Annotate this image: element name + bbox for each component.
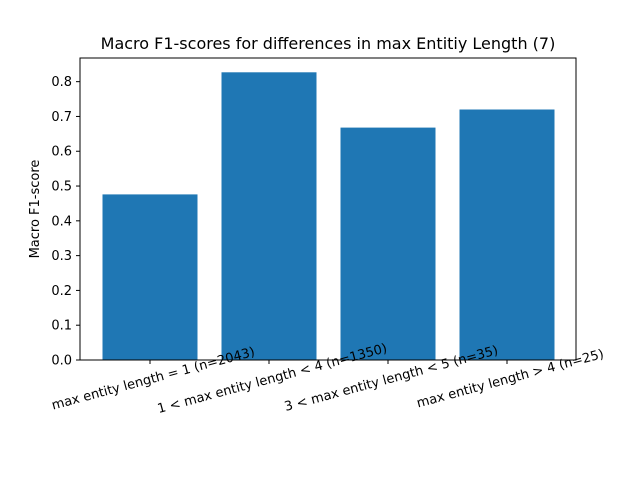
y-tick-label-6: 0.6 xyxy=(51,145,72,160)
y-tick-label-3: 0.3 xyxy=(51,249,72,264)
chart-title: Macro F1-scores for differences in max E… xyxy=(101,34,556,53)
y-tick-label-0: 0.0 xyxy=(51,354,72,369)
y-tick-label-8: 0.8 xyxy=(51,75,72,90)
y-tick-label-1: 0.1 xyxy=(51,319,72,334)
y-axis-label: Macro F1-score xyxy=(28,160,43,259)
plot-frame xyxy=(79,57,577,361)
y-tick-label-7: 0.7 xyxy=(51,110,72,125)
y-tick-label-4: 0.4 xyxy=(51,214,72,229)
bar-1 xyxy=(102,194,198,360)
y-tick-label-5: 0.5 xyxy=(51,180,72,195)
bars-group xyxy=(102,72,555,361)
y-tick-label-2: 0.2 xyxy=(51,284,72,299)
bar-4 xyxy=(459,109,555,360)
bar-2 xyxy=(221,72,317,361)
bar-3 xyxy=(340,127,436,360)
y-axis-ticks: 0.0 0.1 0.2 0.3 0.4 0.5 0.6 0.7 0.8 xyxy=(51,75,80,369)
